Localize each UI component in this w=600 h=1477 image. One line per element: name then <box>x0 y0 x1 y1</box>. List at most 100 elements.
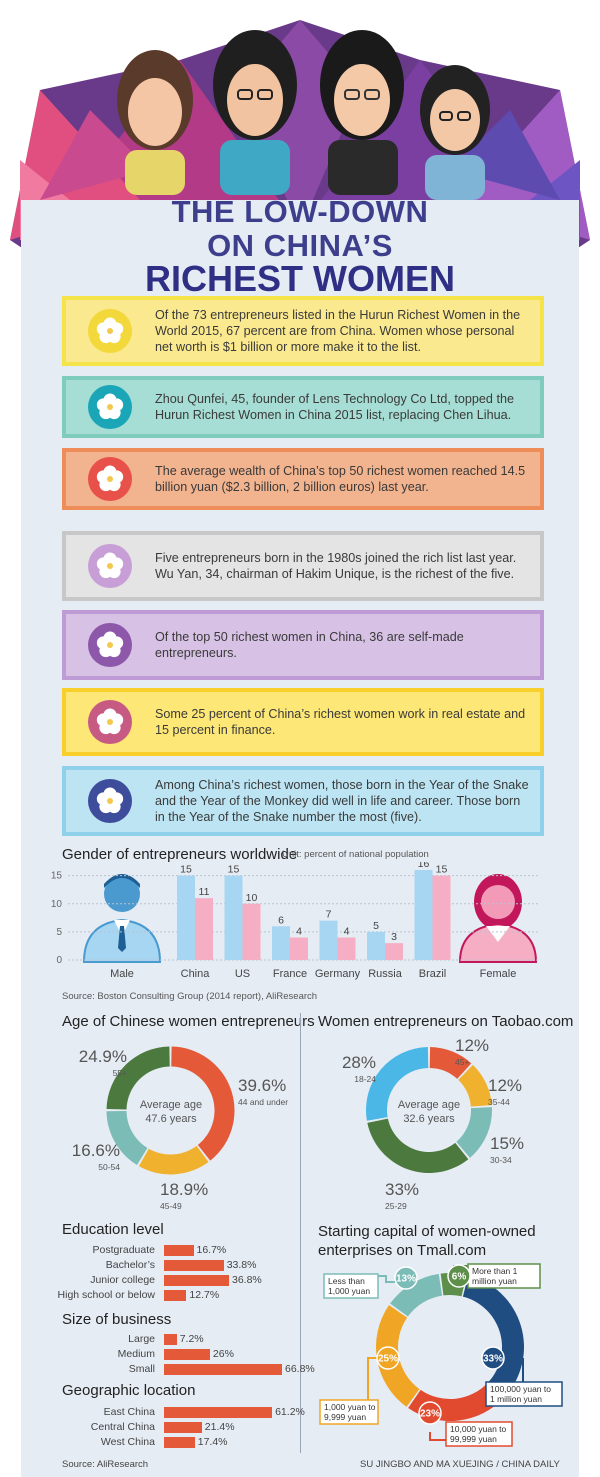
slice-percent-label: 18.9% <box>160 1180 209 1199</box>
category-label: China <box>181 968 211 980</box>
bar-value-label: 15 <box>180 864 192 876</box>
geo-title: Geographic location <box>62 1382 196 1399</box>
category-label: US <box>235 968 250 980</box>
flower-icon <box>88 544 132 588</box>
callout-box <box>467 1263 541 1289</box>
section-divider <box>300 1013 301 1453</box>
fact-box: Five entrepreneurs born in the 1980s joi… <box>62 531 544 601</box>
bar-value-label: 66.8% <box>285 1363 315 1375</box>
slice-percent-label: 13% <box>396 1274 416 1285</box>
donut-slice <box>429 1047 472 1079</box>
fact-text: Some 25 percent of China’s richest women… <box>155 707 526 737</box>
bar-row-label: Small <box>128 1363 155 1375</box>
gender-chart-unit: Unit: percent of national population <box>282 849 429 860</box>
callout-label: 1,000 yuan <box>328 1286 370 1296</box>
bar-male <box>367 931 385 960</box>
male-label: Male <box>110 968 134 980</box>
slice-percent-label: 23% <box>420 1409 440 1420</box>
bar-value-label: 7 <box>326 909 332 921</box>
tmall-title-line1: Starting capital of women-owned <box>318 1223 536 1240</box>
category-label: Brazil <box>419 968 447 980</box>
slice-category-label: 55+ <box>112 1068 127 1078</box>
callout-label: More than 1 <box>472 1266 518 1276</box>
fact-text: Zhou Qunfei, 45, founder of Lens Technol… <box>155 392 514 422</box>
tmall-title: Starting capital of women-owned enterpri… <box>318 1222 536 1260</box>
bar-value-label: 5 <box>373 920 379 932</box>
female-label: Female <box>480 968 517 980</box>
bar-value-label: 4 <box>296 926 302 938</box>
age-center-line1: Average age <box>139 1099 203 1111</box>
bar-value-label: 17.4% <box>197 1436 228 1448</box>
callout-label: 99,999 yuan <box>450 1434 497 1444</box>
callout-label: 10,000 yuan to <box>450 1424 507 1434</box>
slice-percent-badge <box>481 1346 505 1370</box>
horizontal-bar <box>164 1422 202 1433</box>
horizontal-bar <box>164 1260 224 1271</box>
category-label: France <box>273 968 307 980</box>
flower-icon <box>88 779 132 823</box>
horizontal-bar <box>164 1334 177 1345</box>
bar-value-label: 33.8% <box>226 1259 257 1271</box>
bar-row-label: Large <box>128 1333 155 1345</box>
bar-value-label: 12.7% <box>189 1289 220 1301</box>
fact-box: Among China’s richest women, those born … <box>62 766 544 836</box>
bar-value-label: 11 <box>199 886 210 898</box>
woman-2 <box>213 30 297 195</box>
woman-1 <box>117 50 193 195</box>
donut-slice <box>458 1064 492 1107</box>
slice-category-label: 25-29 <box>385 1201 407 1211</box>
bar-male <box>177 875 195 960</box>
footer-source: Source: AliResearch <box>62 1459 149 1470</box>
category-label: Germany <box>315 968 361 980</box>
bar-row-label: Junior college <box>90 1274 155 1286</box>
fact-text: Of the 73 entrepreneurs listed in the Hu… <box>155 308 521 354</box>
taobao-center-line1: Average age <box>397 1099 461 1111</box>
bar-value-label: 10 <box>246 892 258 904</box>
y-tick-label: 0 <box>56 955 62 966</box>
bar-row-label: Bachelor’s <box>105 1259 155 1271</box>
slice-category-label: 35-44 <box>488 1097 510 1107</box>
bar-value-label: 16.7% <box>196 1244 227 1256</box>
slice-percent-label: 25% <box>378 1354 398 1365</box>
age-center-label: Average age 47.6 years <box>130 1098 212 1126</box>
callout-label: 1 million yuan <box>490 1394 542 1404</box>
fact-text: Among China’s richest women, those born … <box>155 778 529 824</box>
bar-female <box>337 937 356 960</box>
donut-slice <box>456 1107 492 1158</box>
slice-category-label: 50-54 <box>98 1162 120 1172</box>
donut-slice <box>106 1046 170 1110</box>
taobao-chart-title: Women entrepreneurs on Taobao.com <box>318 1013 574 1030</box>
fact-box: Of the top 50 richest women in China, 36… <box>62 610 544 680</box>
bar-row-label: Postgraduate <box>92 1244 155 1256</box>
age-donut-chart <box>106 1046 235 1175</box>
bar-row-label: Central China <box>90 1421 155 1433</box>
woman-3 <box>320 30 404 195</box>
horizontal-bar <box>164 1437 195 1448</box>
flower-icon <box>88 457 132 501</box>
callout-line <box>367 1357 378 1402</box>
callout-line <box>429 1432 446 1441</box>
slice-percent-label: 24.9% <box>78 1047 127 1066</box>
slice-percent-label: 33% <box>483 1354 503 1365</box>
slice-percent-label: 6% <box>452 1272 467 1283</box>
callout-box <box>319 1399 379 1425</box>
title-line-3: RICHEST WOMEN <box>145 258 455 299</box>
callout-box <box>445 1421 513 1447</box>
bar-value-label: 6 <box>278 914 284 926</box>
fact-text: Five entrepreneurs born in the 1980s joi… <box>155 551 517 581</box>
callout-box <box>485 1381 563 1407</box>
horizontal-bar <box>164 1275 229 1286</box>
age-center-line2: 47.6 years <box>145 1113 197 1125</box>
callout-label: 100,000 yuan to <box>490 1384 551 1394</box>
donut-slice <box>390 1273 443 1317</box>
bar-value-label: 21.4% <box>204 1421 235 1433</box>
horizontal-bar <box>164 1349 210 1360</box>
bar-female <box>385 943 403 960</box>
slice-category-label: 45-49 <box>160 1201 182 1211</box>
fact-box: The average wealth of China’s top 50 ric… <box>62 448 544 510</box>
gender-chart-title: Gender of entrepreneurs worldwide <box>62 846 298 863</box>
callout-label: million yuan <box>472 1276 517 1286</box>
woman-4 <box>420 65 490 200</box>
